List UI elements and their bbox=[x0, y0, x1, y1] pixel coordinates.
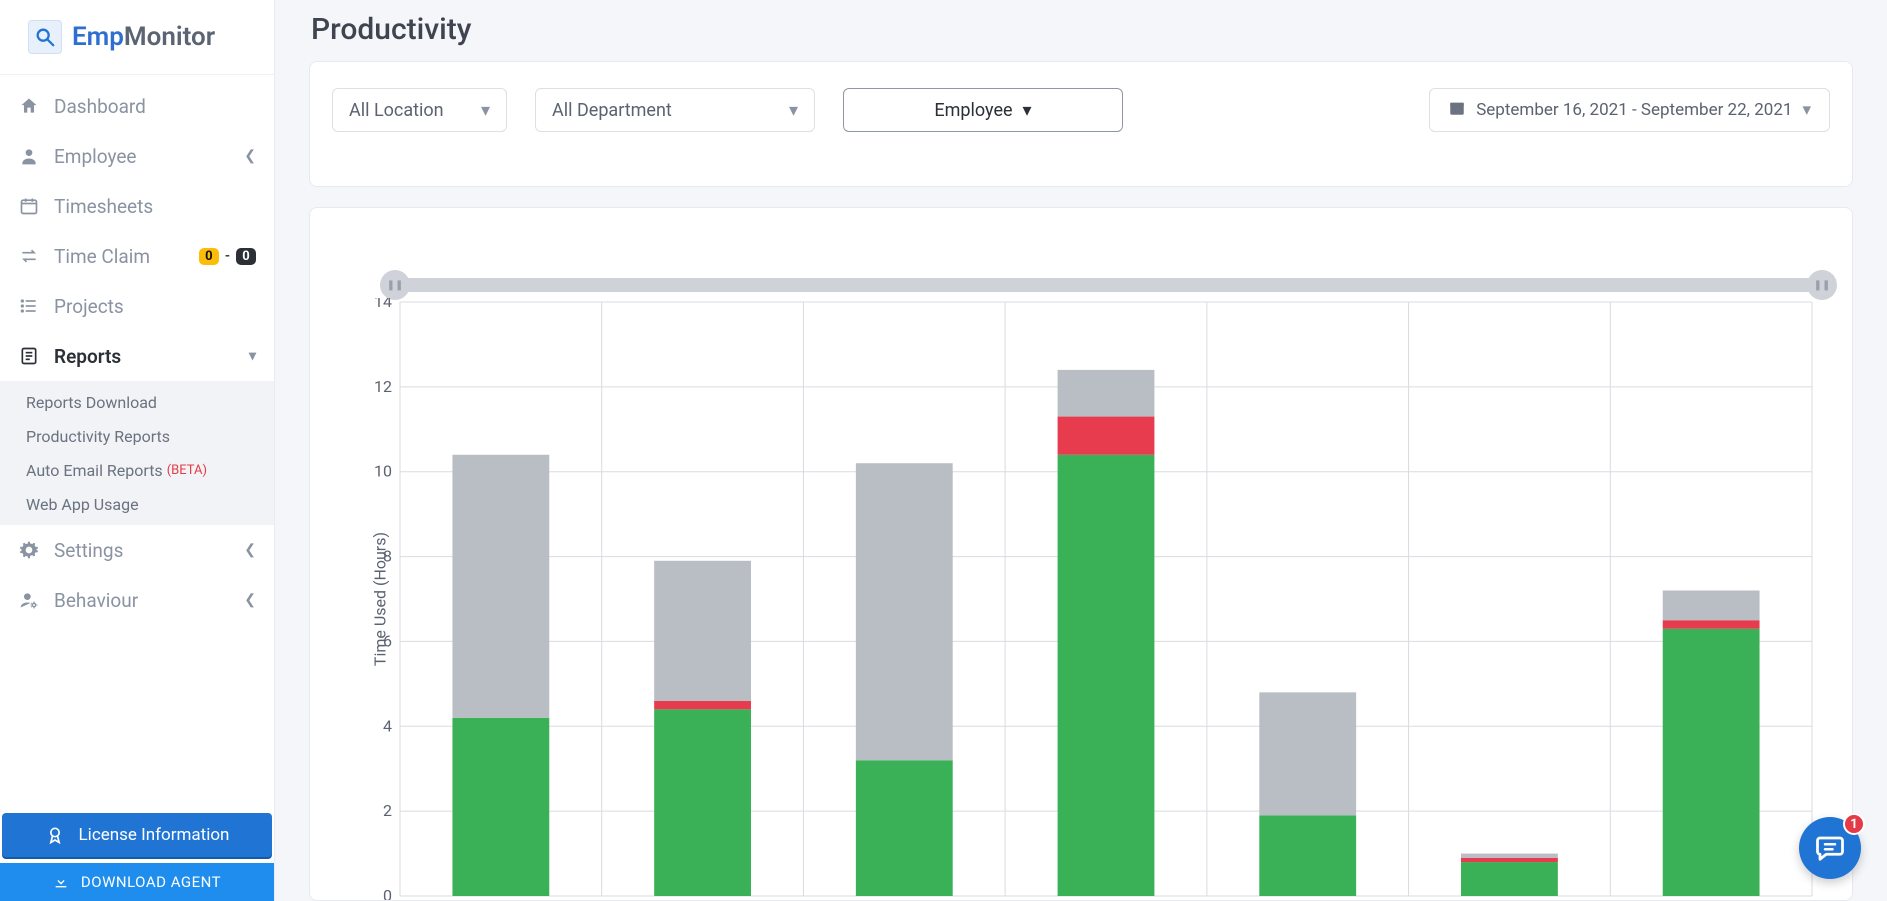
nav-settings[interactable]: Settings ❮ bbox=[0, 525, 274, 575]
productivity-chart: Time Used (Hours) 02468101214 bbox=[360, 298, 1822, 900]
nav-label: Dashboard bbox=[54, 95, 146, 118]
download-agent-button[interactable]: DOWNLOAD AGENT bbox=[0, 863, 274, 901]
date-range-picker[interactable]: September 16, 2021 - September 22, 2021 … bbox=[1429, 88, 1830, 132]
employee-dropdown[interactable]: Employee ▾ bbox=[843, 88, 1123, 132]
range-handle-right[interactable]: ❚❚ bbox=[1807, 270, 1837, 300]
svg-text:12: 12 bbox=[374, 377, 392, 396]
svg-text:10: 10 bbox=[374, 462, 392, 481]
user-icon bbox=[18, 145, 40, 167]
calendar-icon bbox=[1448, 99, 1466, 122]
subnav-productivity-reports[interactable]: Productivity Reports bbox=[0, 419, 274, 453]
filter-bar: All Location ▾ All Department ▾ Employee… bbox=[309, 61, 1853, 187]
subnav-web-app-usage[interactable]: Web App Usage bbox=[0, 487, 274, 521]
download-icon bbox=[53, 874, 69, 890]
logo-text: EmpMonitor bbox=[72, 22, 215, 52]
logo-icon bbox=[28, 20, 62, 54]
productivity-chart-card: ❚❚ ❚❚ Time Used (Hours) 02468101214 bbox=[309, 207, 1853, 901]
sidebar: EmpMonitor Dashboard Employee ❮ Timeshee… bbox=[0, 0, 275, 901]
nav-reports[interactable]: Reports ▾ bbox=[0, 331, 274, 381]
nav-label: Settings bbox=[54, 539, 123, 562]
nav-label: Timesheets bbox=[54, 195, 153, 218]
nav-label: Projects bbox=[54, 295, 124, 318]
caret-down-icon: ▾ bbox=[1802, 100, 1811, 120]
svg-text:0: 0 bbox=[383, 886, 392, 900]
nav-label: Employee bbox=[54, 145, 136, 168]
svg-text:2: 2 bbox=[383, 801, 392, 820]
reports-subnav: Reports Download Productivity Reports Au… bbox=[0, 381, 274, 525]
ribbon-icon bbox=[45, 825, 65, 845]
sidebar-bottom: License Information DOWNLOAD AGENT bbox=[0, 813, 274, 901]
calendar-icon bbox=[18, 195, 40, 217]
chevron-left-icon: ❮ bbox=[244, 592, 256, 608]
nav-projects[interactable]: Projects bbox=[0, 281, 274, 331]
location-dropdown[interactable]: All Location ▾ bbox=[332, 88, 507, 132]
nav-behaviour[interactable]: Behaviour ❮ bbox=[0, 575, 274, 625]
license-button[interactable]: License Information bbox=[2, 813, 272, 857]
chat-notification-badge: 1 bbox=[1843, 813, 1865, 835]
sidebar-nav: Dashboard Employee ❮ Timesheets Time Cla… bbox=[0, 75, 274, 813]
svg-text:4: 4 bbox=[383, 716, 392, 735]
user-gear-icon bbox=[18, 589, 40, 611]
badge-approved: 0 bbox=[236, 248, 256, 265]
report-icon bbox=[18, 345, 40, 367]
chart-range-slider[interactable]: ❚❚ ❚❚ bbox=[395, 278, 1822, 292]
gear-icon bbox=[18, 539, 40, 561]
chat-icon bbox=[1815, 833, 1845, 863]
beta-tag: (BETA) bbox=[167, 463, 207, 478]
nav-timeclaim[interactable]: Time Claim 0 - 0 bbox=[0, 231, 274, 281]
main-content: Productivity All Location ▾ All Departme… bbox=[275, 0, 1887, 901]
nav-label: Reports bbox=[54, 345, 121, 368]
nav-label: Behaviour bbox=[54, 589, 138, 612]
y-axis-label: Time Used (Hours) bbox=[371, 532, 390, 666]
badge-pending: 0 bbox=[199, 248, 219, 265]
brand-logo[interactable]: EmpMonitor bbox=[0, 0, 274, 75]
swap-icon bbox=[18, 245, 40, 267]
nav-dashboard[interactable]: Dashboard bbox=[0, 81, 274, 131]
subnav-auto-email-reports[interactable]: Auto Email Reports (BETA) bbox=[0, 453, 274, 487]
chevron-left-icon: ❮ bbox=[244, 148, 256, 164]
range-handle-left[interactable]: ❚❚ bbox=[380, 270, 410, 300]
chevron-down-icon: ▾ bbox=[789, 100, 798, 121]
chevron-down-icon: ▾ bbox=[249, 348, 256, 364]
nav-employee[interactable]: Employee ❮ bbox=[0, 131, 274, 181]
nav-timesheets[interactable]: Timesheets bbox=[0, 181, 274, 231]
home-icon bbox=[18, 95, 40, 117]
chat-button[interactable]: 1 bbox=[1799, 817, 1861, 879]
page-title: Productivity bbox=[275, 0, 1887, 61]
department-dropdown[interactable]: All Department ▾ bbox=[535, 88, 815, 132]
list-icon bbox=[18, 295, 40, 317]
chevron-left-icon: ❮ bbox=[244, 542, 256, 558]
chevron-down-icon: ▾ bbox=[481, 100, 490, 121]
timeclaim-badges: 0 - 0 bbox=[199, 248, 256, 265]
caret-down-icon: ▾ bbox=[1023, 100, 1032, 121]
svg-text:14: 14 bbox=[374, 298, 392, 311]
subnav-reports-download[interactable]: Reports Download bbox=[0, 385, 274, 419]
nav-label: Time Claim bbox=[54, 245, 150, 268]
chart-svg: 02468101214 bbox=[360, 298, 1822, 900]
